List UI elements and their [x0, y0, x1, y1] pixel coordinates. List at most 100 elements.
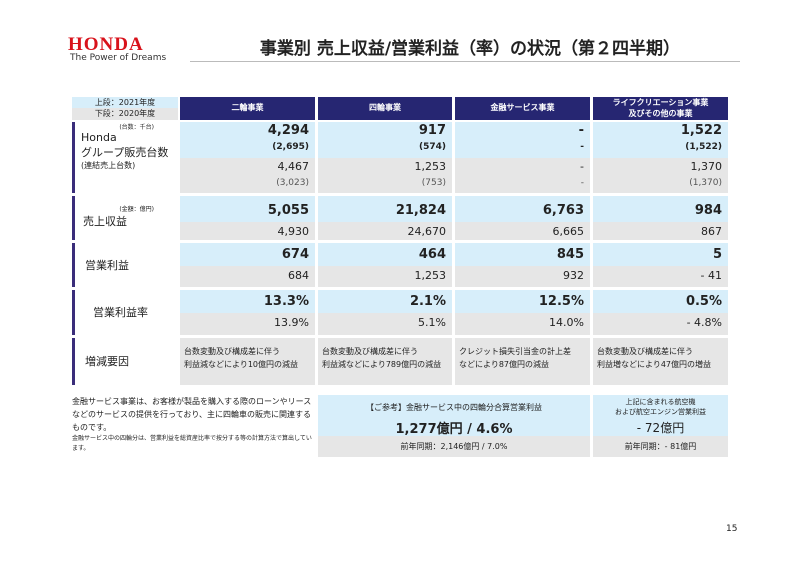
op_profit-prev: - 41: [700, 269, 722, 282]
cell-bg: [318, 266, 452, 287]
unit-note: (金額：億円): [119, 206, 154, 213]
row-label-op-profit: 営業利益: [72, 243, 178, 287]
margin-current: 12.5%: [538, 294, 584, 309]
column-header: 四輪事業: [318, 97, 452, 120]
op_profit-current: 464: [418, 247, 446, 262]
column-header: 金融サービス事業: [455, 97, 590, 120]
cell-bg: [593, 222, 728, 240]
aero-box: 上記に含まれる航空機 および航空エンジン営業利益 - 72億円: [593, 395, 728, 436]
revenue-current: 21,824: [395, 203, 446, 218]
margin-prev: 13.9%: [274, 316, 309, 329]
ref-title: 【ご参考】金融サービス中の四輪分合算営業利益: [366, 403, 542, 412]
cell-bg: [180, 122, 315, 158]
label-line: (連結売上台数): [81, 161, 136, 170]
label-line: 売上収益: [83, 215, 127, 228]
units-current: 1,522: [680, 123, 722, 138]
units-current: 917: [418, 123, 446, 138]
cell-bg: [180, 222, 315, 240]
cell-bg: [593, 313, 728, 335]
cell-bg: [318, 313, 452, 335]
column-header: ライフクリエーション事業 及びその他の事業: [593, 97, 728, 120]
factor-text: 台数変動及び構成差に伴う 利益減などにより10億円の減益: [180, 338, 315, 385]
cell-bg: [455, 158, 590, 193]
aero-title: 上記に含まれる航空機 および航空エンジン営業利益: [615, 398, 706, 416]
cell-bg: [455, 266, 590, 287]
margin-prev: - 4.8%: [686, 316, 722, 329]
page-title: 事業別 売上収益/営業利益（率）の状況（第２四半期）: [259, 39, 681, 59]
factor-text: 台数変動及び構成差に伴う 利益増などにより47億円の増益: [593, 338, 728, 385]
cell-bg: [455, 196, 590, 222]
honda-logo: HONDA: [68, 34, 144, 55]
units-prev-sub: (3,023): [276, 178, 309, 188]
op_profit-current: 845: [556, 247, 584, 262]
row-label-margin: 営業利益率: [72, 290, 178, 335]
units-current: -: [578, 123, 584, 138]
margin-current: 2.1%: [409, 294, 446, 309]
cell-bg: [180, 196, 315, 222]
units-prev: -: [580, 160, 584, 173]
units-current-sub: (1,522): [685, 142, 722, 152]
cell-bg: [318, 158, 452, 193]
margin-current: 0.5%: [685, 294, 722, 309]
cell-bg: [318, 243, 452, 266]
cell-bg: [455, 313, 590, 335]
cell-bg: [318, 122, 452, 158]
units-prev: 1,253: [414, 160, 447, 173]
ref-value: 1,277億円 / 4.6%: [395, 422, 513, 437]
aero-value: - 72億円: [636, 420, 685, 435]
cell-bg: [318, 290, 452, 313]
unit-note: (台数：千台): [119, 124, 154, 131]
tagline: The Power of Dreams: [70, 53, 167, 63]
title-divider: [190, 61, 740, 62]
revenue-prev: 6,665: [552, 225, 585, 238]
cell-bg: [180, 158, 315, 193]
cell-bg: [455, 290, 590, 313]
label-line: Honda: [81, 131, 117, 144]
factor-text: クレジット損失引当金の計上差 などにより87億円の減益: [455, 338, 590, 385]
cell-bg: [455, 222, 590, 240]
units-prev-sub: (1,370): [689, 178, 722, 188]
revenue-current: 984: [694, 203, 722, 218]
cell-bg: [593, 158, 728, 193]
units-current-sub: (2,695): [272, 142, 309, 152]
row-label-revenue: (金額：億円) 売上収益: [72, 196, 178, 240]
cell-bg: [180, 290, 315, 313]
row-label-units: (台数：千台) Honda グループ販売台数 (連結売上台数): [72, 122, 178, 193]
op_profit-prev: 1,253: [414, 269, 447, 282]
cell-bg: [180, 313, 315, 335]
margin-current: 13.3%: [263, 294, 309, 309]
cell-bg: [593, 266, 728, 287]
units-prev-sub: -: [580, 178, 584, 188]
margin-prev: 14.0%: [549, 316, 584, 329]
row-label-factors: 増減要因: [72, 338, 178, 385]
cell-bg: [593, 122, 728, 158]
units-prev-sub: (753): [421, 178, 446, 188]
units-current-sub: -: [580, 142, 584, 152]
revenue-prev: 24,670: [407, 225, 447, 238]
ref-box: 【ご参考】金融サービス中の四輪分合算営業利益 1,277億円 / 4.6%: [318, 395, 590, 437]
legend-upper: 上段：2021年度: [72, 97, 178, 108]
units-current-sub: (574): [418, 142, 446, 152]
financial-subnote: 金融サービス中の四輪分は、営業利益を総資産比率で按分する等の計算方法で算出してい…: [72, 435, 312, 453]
ref-prev: 前年同期：2,146億円 / 7.0%: [318, 436, 590, 457]
label-line: グループ販売台数: [81, 146, 169, 159]
aero-prev: 前年同期：- 81億円: [593, 436, 728, 457]
financial-note: 金融サービス事業は、お客様が製品を購入する際のローンやリースなどのサービスの提供…: [72, 397, 312, 432]
cell-bg: [593, 290, 728, 313]
units-current: 4,294: [267, 123, 309, 138]
revenue-prev: 867: [701, 225, 722, 238]
page-number: 15: [726, 524, 738, 534]
units-prev: 4,467: [277, 160, 310, 173]
revenue-prev: 4,930: [277, 225, 310, 238]
cell-bg: [455, 243, 590, 266]
op_profit-current: 5: [712, 247, 722, 262]
cell-bg: [180, 243, 315, 266]
op_profit-prev: 684: [288, 269, 309, 282]
op_profit-current: 674: [281, 247, 309, 262]
op_profit-prev: 932: [563, 269, 584, 282]
column-header: 二輪事業: [180, 97, 315, 120]
cell-bg: [593, 243, 728, 266]
revenue-current: 5,055: [267, 203, 309, 218]
factor-text: 台数変動及び構成差に伴う 利益減などにより789億円の減益: [318, 338, 452, 385]
revenue-current: 6,763: [542, 203, 584, 218]
